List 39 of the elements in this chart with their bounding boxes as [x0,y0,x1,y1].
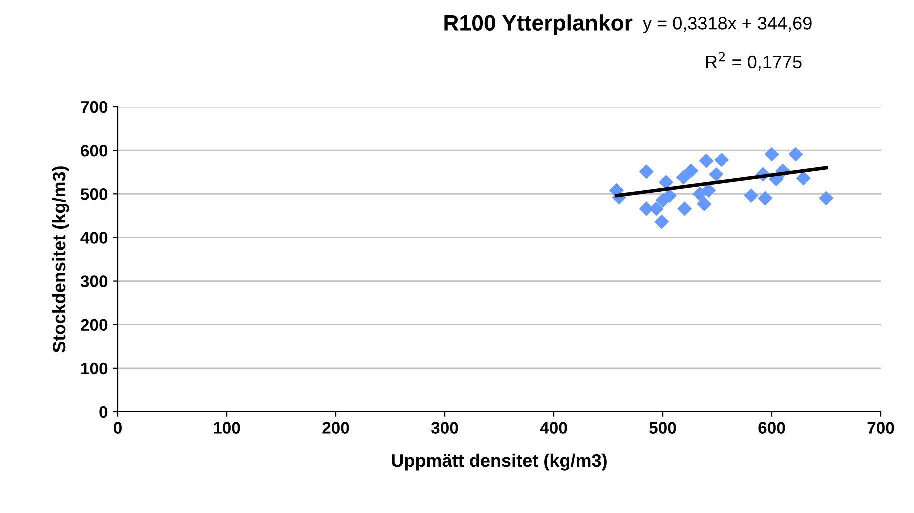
point [639,164,654,180]
point [714,152,730,168]
y-tick-label: 400 [80,232,108,244]
text: R$^{2}$ = 0,1775 [706,52,802,71]
x-tick-label: 700 [868,422,894,434]
y-tick-label: 0 [100,406,108,418]
point [758,191,773,206]
point [658,175,674,190]
text: y = 0,3318x + 344,69 [643,17,812,34]
point [656,193,670,208]
point [709,167,724,182]
point [744,188,759,204]
point [676,170,691,185]
y-tick-label: 300 [80,276,108,288]
point [654,214,670,230]
chart-title: R100 Ytterplankor [444,14,633,36]
y-tick-label: 200 [81,319,108,332]
x-tick-label: 500 [650,422,676,434]
point [788,147,804,162]
x-tick-label: 100 [214,422,240,434]
point [699,154,714,168]
x-axis-title: Uppmätt densitet (kg/m3) [392,454,607,471]
x-tick-label: 600 [758,422,786,434]
y-axis-title: Stockdensitet (kg/m3) [52,166,70,353]
point [678,202,692,216]
y-tick-label: 100 [82,362,108,375]
y-tick-label: 500 [80,188,108,200]
y-tick-label: 700 [81,101,108,114]
point [764,147,780,162]
point [701,183,716,198]
x-tick-label: 300 [431,422,458,434]
x-tick-label: 400 [540,422,568,434]
x-tick-label: 0 [114,422,122,434]
y-tick-label: 600 [81,144,108,157]
point [684,164,699,178]
point [819,191,834,206]
x-tick-label: 200 [322,422,350,434]
point [697,196,712,212]
point [796,171,811,186]
